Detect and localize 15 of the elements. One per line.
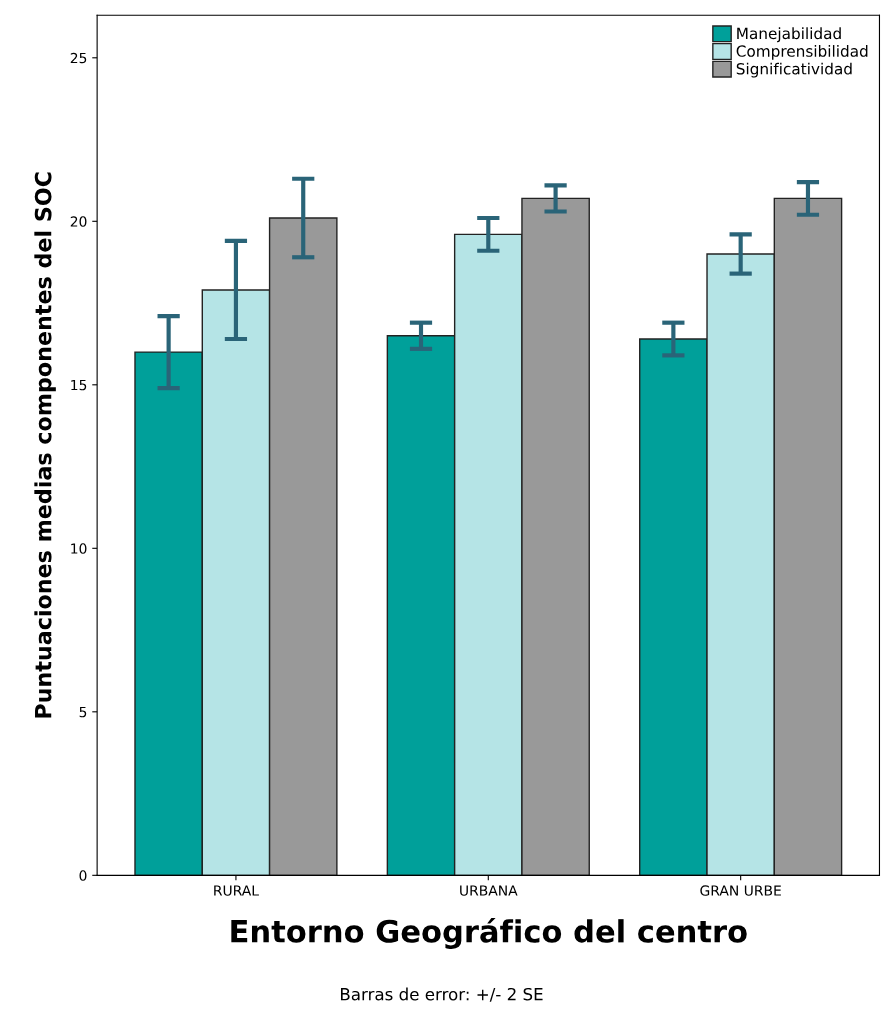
legend-label: Manejabilidad <box>737 27 841 43</box>
y-tick-label: 0 <box>79 870 87 881</box>
y-tick-label: 10 <box>71 543 87 554</box>
y-tick-label: 20 <box>70 216 87 227</box>
x-tick-label: RURAL <box>214 885 259 896</box>
x-tick-label: GRAN URBE <box>700 885 781 896</box>
x-tick-label: URBANA <box>460 885 518 896</box>
y-tick-label: 25 <box>70 52 87 64</box>
text: Barras de error: +/- 2 SE <box>341 987 543 1002</box>
y-axis-title: Puntuaciones medias componentes del SOC <box>34 172 56 718</box>
legend-label: Comprensibilidad <box>736 45 868 60</box>
y-tick-label: 15 <box>71 379 87 391</box>
y-tick-label: 5 <box>79 706 87 718</box>
x-axis-title: Entorno Geográfico del centro <box>231 917 747 949</box>
legend-label: Significatividad <box>736 62 852 78</box>
